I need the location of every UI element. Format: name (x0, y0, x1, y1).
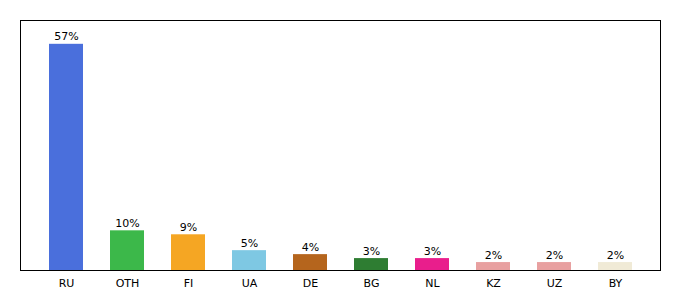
svg-text:KZ: KZ (486, 277, 501, 290)
svg-text:2%: 2% (546, 249, 563, 262)
svg-text:5%: 5% (241, 237, 258, 250)
svg-text:FI: FI (184, 277, 194, 290)
svg-text:10%: 10% (115, 217, 139, 230)
svg-text:NL: NL (425, 277, 440, 290)
svg-text:4%: 4% (302, 241, 319, 254)
svg-text:BY: BY (609, 277, 623, 290)
svg-text:UZ: UZ (547, 277, 563, 290)
svg-text:UA: UA (242, 277, 258, 290)
svg-text:OTH: OTH (116, 277, 140, 290)
svg-text:2%: 2% (607, 249, 624, 262)
svg-text:3%: 3% (363, 245, 380, 258)
svg-text:BG: BG (364, 277, 380, 290)
svg-text:57%: 57% (54, 30, 78, 43)
svg-text:3%: 3% (424, 245, 441, 258)
svg-text:2%: 2% (485, 249, 502, 262)
svg-text:RU: RU (59, 277, 75, 290)
svg-text:9%: 9% (180, 221, 197, 234)
svg-text:DE: DE (303, 277, 318, 290)
